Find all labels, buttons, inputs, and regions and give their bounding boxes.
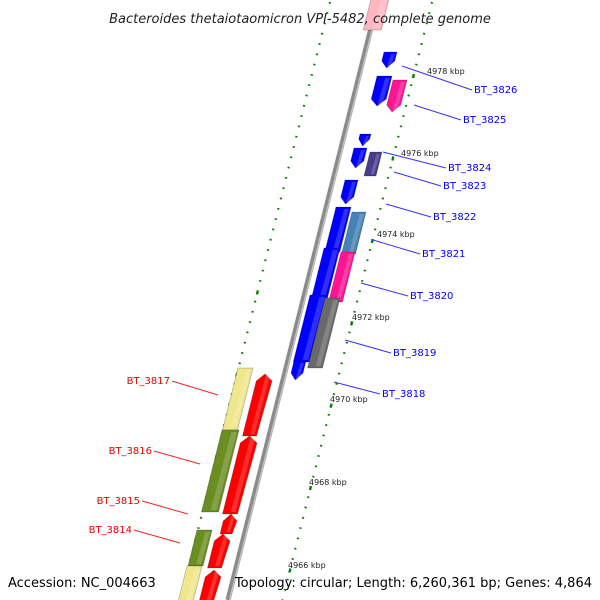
gene-BT_3815[interactable] — [219, 513, 238, 535]
gene-label-BT_3819[interactable]: BT_3819 — [393, 348, 436, 359]
scale-label-4976: 4976 kbp — [401, 149, 439, 158]
gene-bottom-b-shade — [206, 572, 219, 600]
gene-label-BT_3825[interactable]: BT_3825 — [463, 115, 506, 126]
scale-label-4978: 4978 kbp — [427, 67, 465, 76]
gene-label-BT_3824[interactable]: BT_3824 — [448, 163, 491, 174]
tick-mark — [308, 485, 313, 491]
gene-BT_3814-b-shade — [215, 536, 228, 566]
gene-label-BT_3816[interactable]: BT_3816 — [109, 446, 152, 457]
gene-BT_3820-b[interactable] — [327, 251, 356, 303]
gene-BT_3825[interactable] — [386, 79, 408, 113]
gene-BT_3819-b-shade — [315, 300, 338, 366]
gene-BT_3818-shade — [295, 363, 304, 378]
scale-label-4968: 4968 kbp — [309, 478, 347, 487]
gene-label-BT_3817[interactable]: BT_3817 — [127, 376, 170, 387]
gene-BT_3821-a-shade — [333, 209, 349, 250]
scale-label-4970: 4970 kbp — [330, 395, 368, 404]
genome-stats-text: Topology: circular; Length: 6,260,361 bp… — [234, 576, 592, 591]
gene-BT_3820-b-shade — [336, 254, 353, 300]
leader-BT_3823 — [393, 171, 442, 187]
gene-BT_3816-a[interactable] — [200, 429, 240, 513]
leader-BT_3821 — [372, 239, 421, 255]
gene-bottom-a[interactable] — [177, 565, 203, 600]
gene-BT_3823-shade — [370, 154, 380, 174]
leader-BT_3818 — [333, 381, 381, 395]
gene-BT_3823[interactable] — [363, 151, 383, 177]
leader-BT_3819 — [344, 339, 392, 354]
scale-labels: 4978 kbp 4976 kbp 4974 kbp 4972 kbp 4970… — [288, 67, 465, 570]
gene-features — [177, 0, 408, 600]
tick-mark — [329, 403, 333, 408]
gene-label-BT_3821[interactable]: BT_3821 — [422, 249, 465, 260]
gene-top-pink[interactable] — [362, 0, 390, 31]
gene-BT_3821-b[interactable] — [340, 211, 367, 255]
accession-text: Accession: NC_004663 — [8, 576, 156, 591]
gene-BT_3815-shade — [226, 516, 235, 532]
gene-BT_3821-a[interactable] — [324, 206, 352, 253]
gene-BT_3819-a-shade — [302, 297, 325, 360]
gene-label-BT_3823[interactable]: BT_3823 — [443, 181, 486, 192]
genome-backbone — [225, 0, 381, 600]
gene-BT_3817-b-shade — [250, 376, 270, 434]
gene-BT_3825-shade — [392, 82, 405, 110]
gene-BT_3816-b[interactable] — [221, 435, 258, 515]
gene-BT_3816-b-shade — [230, 438, 255, 512]
tick-mark — [350, 321, 354, 326]
gene-BT_3824-a-shade — [363, 136, 369, 144]
scale-label-4966: 4966 kbp — [288, 561, 326, 570]
tick-mark — [391, 156, 395, 161]
leader-BT_3822 — [385, 203, 432, 218]
gene-BT_3814-a[interactable] — [187, 529, 213, 567]
tick-mark — [411, 73, 416, 79]
leader-BT_3825 — [413, 104, 462, 121]
gene-BT_3824-b-shade — [356, 150, 365, 166]
gene-top-pink-shade — [373, 0, 388, 28]
gene-BT_3817-a-shade — [230, 370, 251, 428]
tick-mark — [255, 290, 260, 295]
gene-BT_3814-b[interactable] — [206, 533, 231, 569]
scale-label-4972: 4972 kbp — [352, 313, 390, 322]
gene-labels-left: BT_3817 BT_3816 BT_3815 BT_3814 — [89, 376, 170, 536]
gene-label-BT_3826[interactable]: BT_3826 — [474, 85, 517, 96]
gene-BT_3818[interactable] — [290, 360, 307, 381]
gene-BT_3826-b[interactable] — [370, 75, 393, 107]
leader-BT_3817 — [171, 380, 219, 396]
gene-label-BT_3822[interactable]: BT_3822 — [433, 212, 476, 223]
label-leader-lines — [133, 65, 473, 544]
gene-label-BT_3814[interactable]: BT_3814 — [89, 525, 132, 536]
gene-BT_3819-b[interactable] — [306, 297, 341, 369]
scale-label-4974: 4974 kbp — [377, 230, 415, 239]
leader-BT_3815 — [141, 500, 189, 515]
gene-BT_3816-a-shade — [210, 432, 237, 510]
leader-BT_3816 — [153, 450, 201, 465]
gene-BT_3821-b-shade — [349, 214, 364, 252]
gene-label-BT_3815[interactable]: BT_3815 — [97, 496, 140, 507]
gene-BT_3822[interactable] — [340, 179, 359, 205]
gene-label-BT_3820[interactable]: BT_3820 — [410, 291, 453, 302]
gene-BT_3824-b[interactable] — [350, 147, 368, 169]
leader-BT_3824 — [382, 151, 447, 169]
gene-BT_3826-b-shade — [377, 78, 390, 104]
leader-BT_3814 — [133, 529, 181, 544]
gene-BT_3826-a[interactable] — [381, 51, 398, 69]
gene-BT_3824-a[interactable] — [358, 133, 372, 147]
gene-bottom-a-shade — [186, 568, 200, 600]
gene-label-BT_3818[interactable]: BT_3818 — [382, 389, 425, 400]
leader-BT_3826 — [401, 65, 473, 91]
gene-labels-right: BT_3826 BT_3825 BT_3824 BT_3823 BT_3822 … — [382, 85, 517, 400]
leader-BT_3820 — [360, 282, 409, 297]
gene-BT_3822-shade — [346, 182, 356, 202]
gene-bottom-b[interactable] — [198, 569, 222, 600]
tick-mark — [370, 238, 374, 244]
map-title: Bacteroides thetaiotaomicron VPI-5482, c… — [109, 12, 491, 27]
gene-BT_3814-a-shade — [196, 532, 210, 564]
gene-BT_3826-a-shade — [387, 54, 395, 66]
tick-mark — [288, 568, 292, 573]
gene-BT_3820-a-shade — [320, 250, 338, 296]
